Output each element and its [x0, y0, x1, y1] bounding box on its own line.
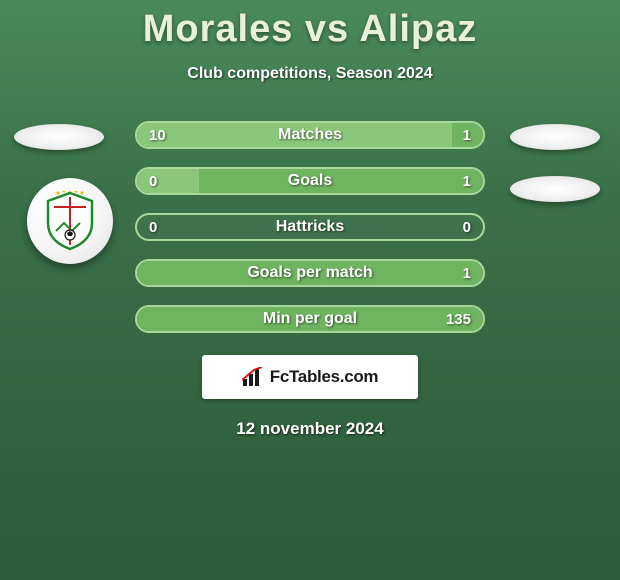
player-right-club-mini — [510, 176, 600, 202]
stat-label: Goals per match — [137, 264, 483, 282]
player-left-flag — [14, 124, 104, 150]
comparison-title: Morales vs Alipaz — [0, 0, 620, 51]
player-left-club-badge — [27, 178, 113, 264]
stat-label: Hattricks — [137, 218, 483, 236]
stat-value-right: 135 — [441, 311, 471, 328]
comparison-subtitle: Club competitions, Season 2024 — [0, 65, 620, 83]
player-right-flag — [510, 124, 600, 150]
stat-label: Min per goal — [137, 310, 483, 328]
stat-row: 0Hattricks0 — [135, 213, 485, 241]
stat-label: Matches — [137, 126, 483, 144]
stat-value-right: 1 — [441, 127, 471, 144]
stat-value-right: 1 — [441, 173, 471, 190]
stat-row: 0Goals1 — [135, 167, 485, 195]
stat-label: Goals — [137, 172, 483, 190]
stat-value-right: 1 — [441, 265, 471, 282]
brand-badge[interactable]: FcTables.com — [202, 355, 418, 399]
bars-icon — [242, 367, 264, 387]
stat-value-right: 0 — [441, 219, 471, 236]
brand-name: FcTables.com — [270, 367, 379, 387]
stat-row: Goals per match1 — [135, 259, 485, 287]
stat-row: Min per goal135 — [135, 305, 485, 333]
footer-date: 12 november 2024 — [0, 419, 620, 439]
stat-row: 10Matches1 — [135, 121, 485, 149]
shield-icon — [44, 191, 96, 251]
